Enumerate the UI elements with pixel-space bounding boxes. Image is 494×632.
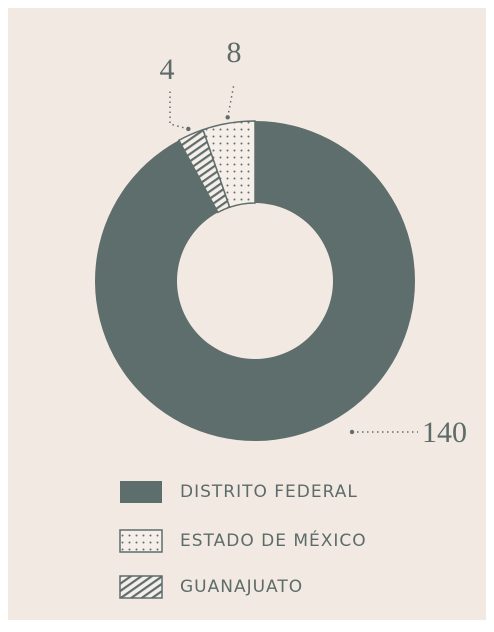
legend-label: DISTRITO FEDERAL: [180, 482, 358, 502]
legend-swatch: [120, 481, 162, 503]
value-label: 4: [160, 53, 175, 86]
value-label: 8: [227, 36, 242, 69]
slice: [202, 120, 256, 209]
card: [8, 8, 486, 620]
legend-swatch: [119, 529, 163, 553]
legend-label: GUANAJUATO: [180, 577, 303, 597]
slice: [94, 121, 415, 442]
leader-dot: [186, 126, 191, 132]
leader-dot: [225, 115, 230, 120]
legend-swatch: [119, 575, 163, 599]
leader-dot: [349, 429, 355, 435]
leader: [226, 83, 235, 118]
legend-label: ESTADO DE MÉXICO: [180, 529, 367, 551]
leader: [169, 88, 189, 130]
value-label: 140: [422, 416, 467, 449]
